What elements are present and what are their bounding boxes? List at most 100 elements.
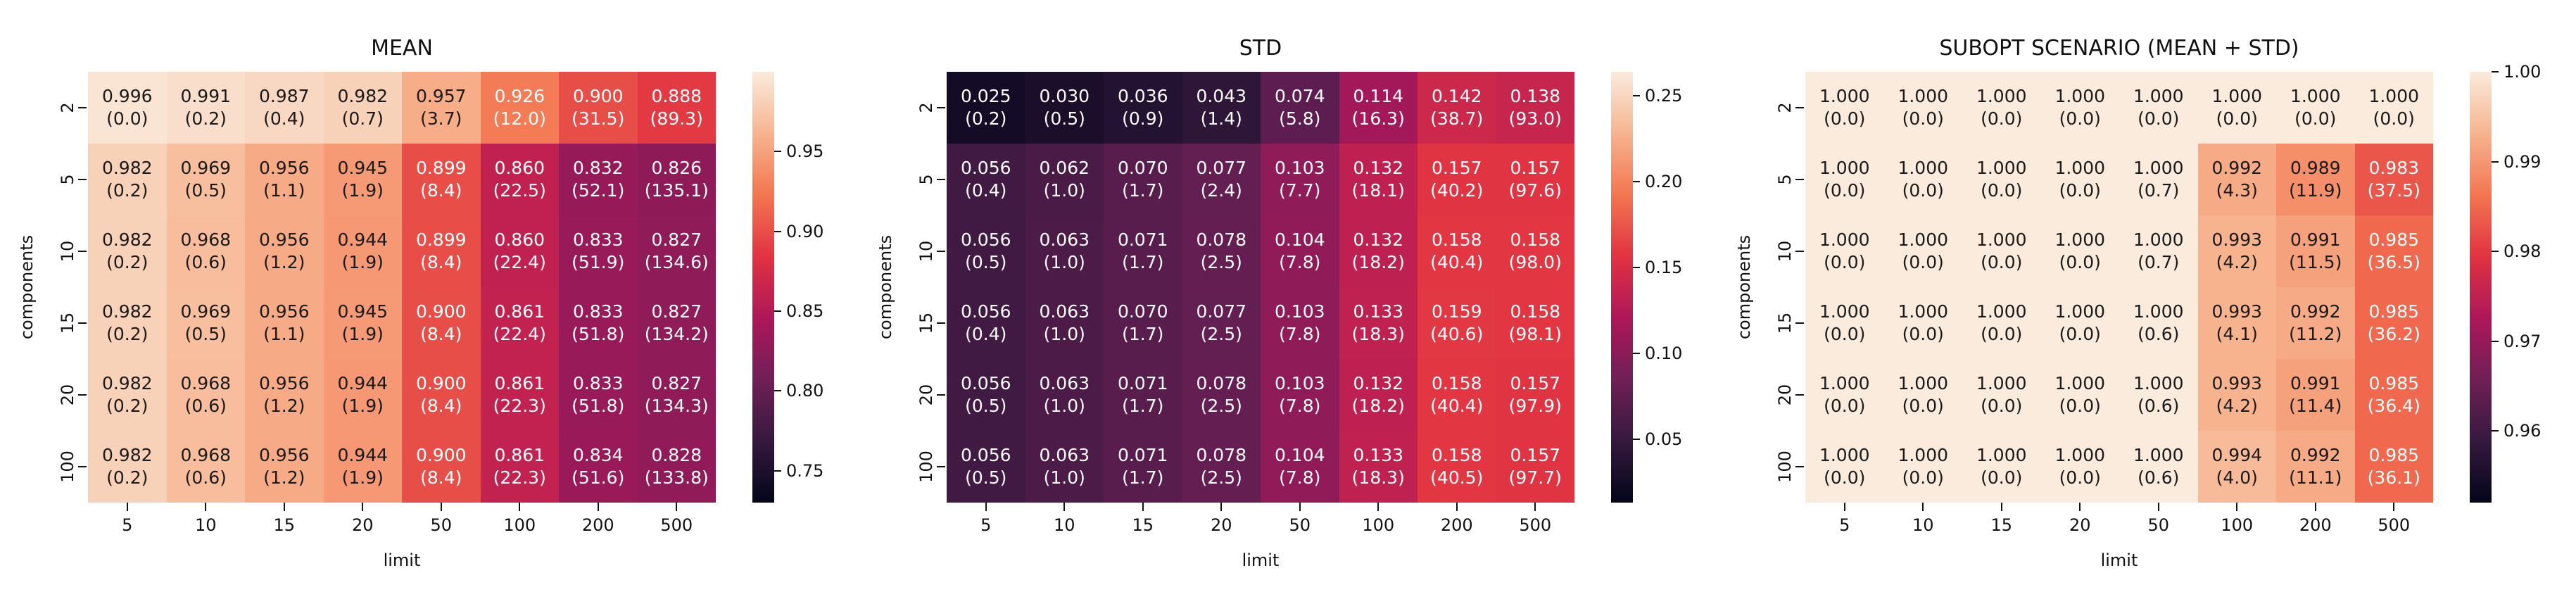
heatmap-cell: 0.993 (4.2) — [2197, 359, 2276, 431]
cell-value: 0.142 — [1431, 86, 1482, 106]
cell-value: 1.000 — [2133, 301, 2184, 322]
colorbar-tick-label: 0.20 — [1645, 172, 1683, 192]
cell-std-annotation: (18.3) — [1351, 324, 1405, 344]
heatmap-cell: 0.956 (1.1) — [245, 287, 324, 359]
colorbar-tick-mark — [1633, 95, 1640, 97]
cell-value: 0.104 — [1274, 229, 1325, 250]
heatmap-cell: 0.899 (8.4) — [402, 144, 481, 215]
heatmap-cell: 0.956 (1.2) — [245, 215, 324, 287]
heatmap-cell: 0.991 (11.4) — [2276, 359, 2355, 431]
cell-value: 0.157 — [1510, 158, 1561, 178]
y-tick-mark — [937, 107, 945, 108]
y-tick-mark — [78, 322, 87, 324]
heatmap-cell: 0.103 (7.7) — [1261, 144, 1339, 215]
x-tick-mark — [1843, 503, 1845, 511]
x-tick-mark — [1456, 503, 1458, 511]
x-tick-mark — [519, 503, 521, 511]
cell-std-annotation: (1.9) — [341, 396, 384, 416]
cell-std-annotation: (22.3) — [493, 467, 546, 488]
cell-std-annotation: (97.9) — [1508, 396, 1562, 416]
cell-std-annotation: (12.0) — [493, 108, 546, 129]
cell-value: 0.956 — [258, 229, 310, 250]
colorbar-tick-mark — [2492, 71, 2499, 73]
y-tick-label: 20 — [916, 384, 936, 406]
heatmap-cell: 0.982 (0.2) — [88, 215, 167, 287]
cell-std-annotation: (1.9) — [341, 324, 384, 344]
heatmap-cell: 0.900 (31.5) — [559, 72, 638, 144]
cell-std-annotation: (1.2) — [263, 467, 305, 488]
y-tick-mark — [78, 179, 87, 180]
heatmap-cell: 0.899 (8.4) — [402, 215, 481, 287]
cell-std-annotation: (1.9) — [341, 180, 384, 201]
heatmap-cell: 0.827 (134.3) — [637, 359, 716, 431]
heatmap-cell: 0.900 (8.4) — [402, 287, 481, 359]
heatmap-cell: 1.000 (0.0) — [1805, 287, 1884, 359]
y-tick-label: 2 — [916, 102, 936, 113]
cell-std-annotation: (1.0) — [1043, 396, 1085, 416]
cell-value: 0.900 — [415, 373, 467, 393]
cell-std-annotation: (37.5) — [2367, 180, 2420, 201]
heatmap-cell: 0.077 (2.4) — [1182, 144, 1261, 215]
heatmap-cell: 0.056 (0.5) — [947, 359, 1025, 431]
cell-value: 1.000 — [1976, 445, 2027, 465]
heatmap-cell: 0.056 (0.4) — [947, 287, 1025, 359]
cell-value: 0.036 — [1117, 86, 1168, 106]
cell-std-annotation: (8.4) — [420, 396, 462, 416]
cell-value: 0.158 — [1510, 229, 1561, 250]
cell-std-annotation: (11.1) — [2289, 467, 2342, 488]
heatmap-cell: 0.070 (1.7) — [1104, 144, 1182, 215]
chart-title: STD — [1239, 36, 1282, 61]
x-tick-label: 5 — [1839, 515, 1850, 535]
heatmap-cell: 1.000 (0.0) — [1962, 287, 2041, 359]
cell-value: 0.056 — [960, 445, 1011, 465]
heatmap-cell: 0.957 (3.7) — [402, 72, 481, 144]
y-tick-label: 100 — [58, 451, 77, 483]
cell-std-annotation: (0.0) — [1902, 324, 1944, 344]
cell-std-annotation: (51.8) — [572, 396, 625, 416]
cell-std-annotation: (11.5) — [2289, 252, 2342, 272]
cell-std-annotation: (0.4) — [965, 324, 1007, 344]
heatmap-cell: 0.828 (133.8) — [637, 431, 716, 503]
cell-std-annotation: (18.2) — [1351, 396, 1405, 416]
cell-value: 0.900 — [572, 86, 624, 106]
y-tick-label: 100 — [1775, 451, 1795, 483]
cell-std-annotation: (0.0) — [2138, 108, 2180, 129]
cell-std-annotation: (4.2) — [2216, 396, 2258, 416]
x-tick-mark — [2157, 503, 2159, 511]
heatmap-cell: 1.000 (0.0) — [2040, 215, 2119, 287]
y-tick-label: 15 — [1775, 312, 1795, 334]
heatmap-cell: 1.000 (0.0) — [1805, 359, 1884, 431]
cell-std-annotation: (0.2) — [106, 324, 149, 344]
cell-value: 1.000 — [1976, 301, 2027, 322]
cell-std-annotation: (7.8) — [1279, 396, 1321, 416]
colorbar — [752, 72, 774, 503]
heatmap-cell: 0.078 (2.5) — [1182, 359, 1261, 431]
cell-std-annotation: (8.4) — [420, 324, 462, 344]
cell-value: 0.860 — [494, 158, 545, 178]
colorbar-tick-label: 0.97 — [2504, 331, 2542, 351]
cell-std-annotation: (134.6) — [644, 252, 709, 272]
cell-value: 1.000 — [1898, 373, 1949, 393]
heatmap-cell: 0.833 (51.8) — [559, 287, 638, 359]
cell-value: 1.000 — [1976, 86, 2027, 106]
heatmap-cell: 1.000 (0.0) — [1883, 144, 1962, 215]
cell-std-annotation: (0.0) — [2216, 108, 2258, 129]
heatmap-cell: 0.861 (22.4) — [480, 287, 559, 359]
cell-std-annotation: (4.0) — [2216, 467, 2258, 488]
x-tick-label: 15 — [273, 515, 296, 535]
x-tick-label: 200 — [581, 515, 614, 535]
heatmap-cell: 1.000 (0.0) — [2197, 72, 2276, 144]
cell-std-annotation: (1.4) — [1200, 108, 1242, 129]
heatmap-cell: 1.000 (0.0) — [1883, 215, 1962, 287]
x-tick-label: 20 — [2069, 515, 2091, 535]
cell-value: 1.000 — [1819, 229, 1870, 250]
y-axis-label: components — [1734, 234, 1754, 340]
cell-value: 0.982 — [101, 373, 153, 393]
cell-value: 0.833 — [572, 229, 624, 250]
heatmap-cell: 0.900 (8.4) — [402, 359, 481, 431]
cell-std-annotation: (0.0) — [1824, 180, 1866, 201]
heatmap-cell: 0.834 (51.6) — [559, 431, 638, 503]
heatmap-cell: 0.968 (0.6) — [166, 215, 245, 287]
heatmap-cell: 0.827 (134.6) — [637, 215, 716, 287]
